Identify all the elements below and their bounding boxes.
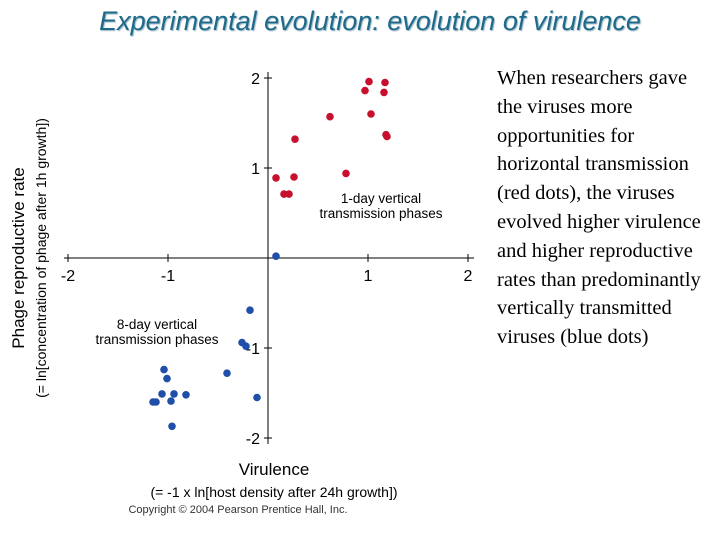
chart-ticks: -2 -1 1 221-1-2 xyxy=(61,71,473,448)
blue-data-point xyxy=(160,365,168,374)
blue-data-point xyxy=(242,342,250,351)
slide-body-text: When researchers gave the viruses more o… xyxy=(497,67,701,349)
y-tick-label: -2 xyxy=(246,431,260,448)
blue-data-point xyxy=(168,422,176,431)
red-data-point xyxy=(367,110,375,118)
red-data-point xyxy=(361,86,369,95)
red-data-point xyxy=(272,174,280,182)
red-series-annotation: transmission phases xyxy=(319,206,442,221)
red-data-point xyxy=(380,88,388,97)
blue-series-annotation: transmission phases xyxy=(95,332,218,347)
slide-title: Experimental evolution: evolution of vir… xyxy=(99,6,641,36)
blue-data-point xyxy=(182,391,190,399)
red-data-point xyxy=(383,132,391,141)
y-tick-label: 1 xyxy=(251,161,260,178)
y-axis-label: Phage reproductive rate xyxy=(9,167,28,348)
x-tick-label: -2 xyxy=(61,268,75,285)
blue-series-annotation: 8-day vertical xyxy=(117,317,197,332)
blue-data-point xyxy=(223,369,231,378)
blue-data-point xyxy=(170,390,178,398)
blue-data-point xyxy=(253,393,261,402)
red-data-point xyxy=(326,112,334,121)
red-data-point xyxy=(342,169,350,178)
x-tick-label: 1 xyxy=(364,268,373,285)
blue-data-point xyxy=(152,398,160,406)
red-data-point xyxy=(381,78,389,87)
y-axis-sublabel: (= ln[concentration of phage after 1h gr… xyxy=(33,118,49,398)
x-tick-label: -1 xyxy=(161,268,175,285)
x-axis-label: Virulence xyxy=(239,460,310,479)
red-data-point xyxy=(365,77,373,86)
red-data-point xyxy=(290,173,298,181)
red-data-point xyxy=(291,135,299,143)
chart-points xyxy=(149,77,391,431)
chart-axes xyxy=(64,72,474,444)
blue-data-point xyxy=(163,374,171,383)
chart-axis-labels: Virulence (= -1 x ln[host density after 2… xyxy=(9,118,398,516)
red-data-point xyxy=(285,190,293,198)
blue-data-point xyxy=(246,306,254,315)
y-tick-label: 2 xyxy=(251,71,260,88)
x-tick-label: 2 xyxy=(464,268,473,285)
blue-data-point xyxy=(167,397,175,405)
copyright-text: Copyright © 2004 Pearson Prentice Hall, … xyxy=(128,504,347,516)
red-series-annotation: 1-day vertical xyxy=(341,191,421,206)
blue-data-point xyxy=(272,252,280,260)
x-axis-sublabel: (= -1 x ln[host density after 24h growth… xyxy=(150,484,397,500)
blue-data-point xyxy=(158,390,166,398)
